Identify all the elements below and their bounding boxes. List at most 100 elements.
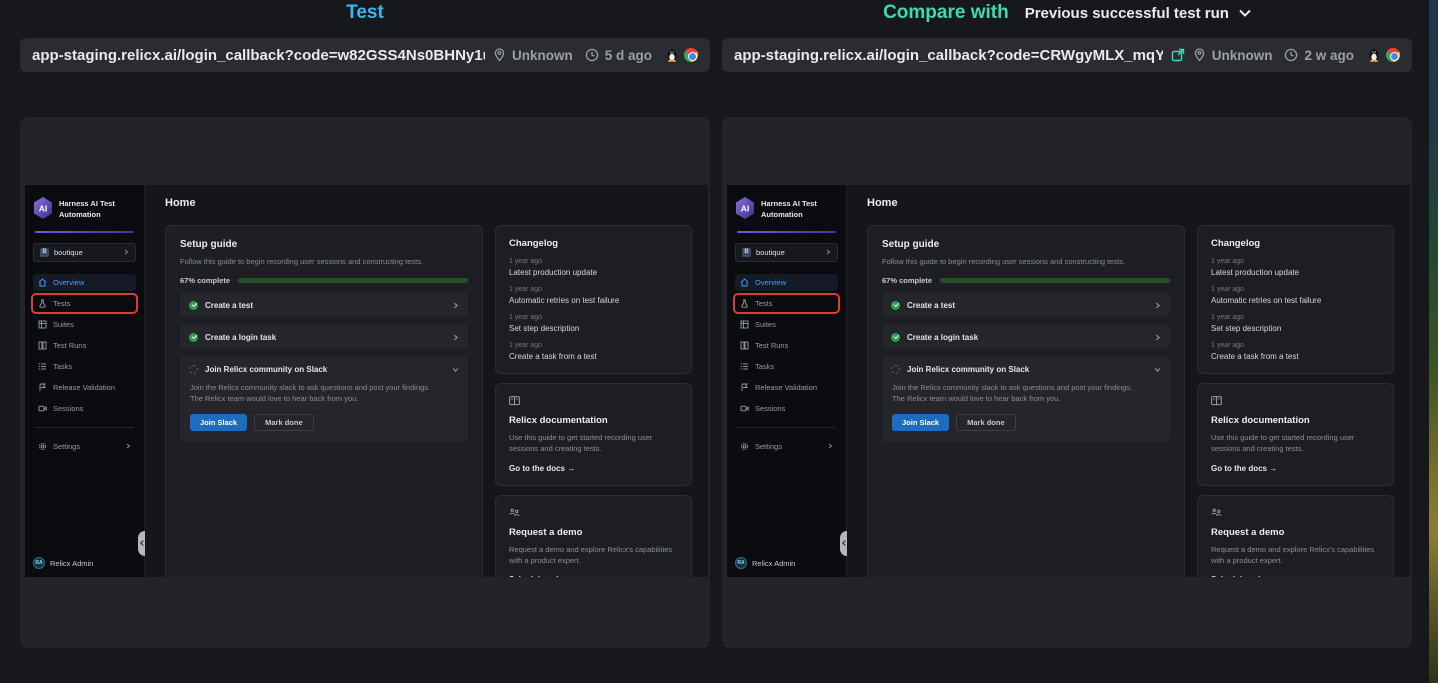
step-label: Create a test — [907, 300, 956, 310]
sidebar-item-settings[interactable]: Settings — [735, 438, 838, 455]
setup-guide-card: Setup guide Follow this guide to begin r… — [867, 225, 1185, 577]
location-label: Unknown — [1211, 47, 1273, 63]
harness-logo-icon: AI — [33, 197, 53, 219]
setup-progress: 67% complete — [180, 276, 468, 285]
setup-step-create-test[interactable]: Create a test — [882, 293, 1170, 317]
step-label: Join Relicx community on Slack — [907, 364, 1030, 374]
grid-icon — [38, 320, 47, 329]
progress-label: 67% complete — [882, 276, 933, 285]
sidebar-collapse-handle[interactable] — [138, 531, 145, 556]
sidebar-item-label: Overview — [53, 277, 85, 287]
grid-icon — [740, 320, 749, 329]
sidebar-item-tasks[interactable]: Tasks — [735, 358, 838, 375]
user-name: Relicx Admin — [752, 558, 796, 568]
page-title: Home — [867, 197, 898, 209]
sidebar: AI Harness AI Test Automation B boutique — [727, 185, 847, 577]
sidebar-item-label: Overview — [755, 277, 787, 287]
url-text: app-staging.relicx.ai/login_callback?cod… — [32, 46, 485, 64]
changelog-entry: Automatic retries on test failure — [1211, 296, 1322, 305]
sidebar-item-test-runs[interactable]: Test Runs — [735, 337, 838, 354]
brand: AI Harness AI Test Automation — [33, 197, 136, 221]
sidebar-item-label: Release Validation — [755, 382, 817, 392]
sidebar-item-overview[interactable]: Overview — [33, 273, 136, 291]
chevron-right-icon — [825, 249, 831, 255]
flask-icon — [740, 299, 749, 308]
sidebar-item-suites[interactable]: Suites — [33, 316, 136, 333]
schedule-demo-link[interactable]: Schedule a demo → — [1211, 575, 1380, 577]
location-label: Unknown — [511, 47, 573, 63]
go-to-docs-link[interactable]: Go to the docs → — [1211, 463, 1278, 473]
join-slack-button[interactable]: Join Slack — [190, 413, 248, 431]
video-icon — [38, 404, 47, 413]
chevron-right-icon — [452, 334, 459, 341]
changelog-entry: Set step description — [1211, 324, 1282, 333]
sidebar-item-test-runs[interactable]: Test Runs — [33, 337, 136, 354]
sidebar-item-release-validation[interactable]: Release Validation — [735, 379, 838, 396]
columns-icon — [38, 341, 47, 350]
url-text: app-staging.relicx.ai/login_callback?cod… — [734, 46, 1163, 64]
sidebar-divider — [737, 230, 836, 233]
mark-done-button[interactable]: Mark done — [956, 413, 1016, 431]
documentation-description: Use this guide to get started recording … — [509, 433, 653, 454]
request-demo-description: Request a demo and explore Relicx's capa… — [1211, 544, 1375, 565]
changelog-card: Changelog 1 year ago Latest production u… — [495, 225, 692, 374]
changelog-time: 1 year ago — [1211, 258, 1245, 265]
setup-step-join-slack[interactable]: Join Relicx community on Slack Join the … — [882, 357, 1170, 442]
project-name: boutique — [54, 247, 83, 257]
setup-step-create-login-task[interactable]: Create a login task — [180, 325, 468, 349]
nav-divider — [35, 426, 134, 428]
documentation-title: Relicx documentation — [509, 415, 608, 426]
book-icon — [509, 396, 520, 406]
changelog-entry: Create a task from a test — [509, 352, 597, 361]
sidebar-item-sessions[interactable]: Sessions — [33, 400, 136, 417]
people-icon — [1211, 508, 1222, 518]
sidebar-item-sessions[interactable]: Sessions — [735, 400, 838, 417]
user-menu[interactable]: RA Relicx Admin — [735, 557, 795, 569]
sidebar-item-tasks[interactable]: Tasks — [33, 358, 136, 375]
changelog-time: 1 year ago — [509, 342, 543, 349]
setup-step-create-test[interactable]: Create a test — [180, 293, 468, 317]
changelog-entry: Create a task from a test — [1211, 352, 1299, 361]
sidebar-item-suites[interactable]: Suites — [735, 316, 838, 333]
compare-screenshot-panel: AI Harness AI Test Automation B boutique — [722, 117, 1412, 648]
sidebar-item-label: Settings — [53, 441, 81, 451]
external-link-icon[interactable] — [1171, 48, 1185, 62]
sidebar-item-overview[interactable]: Overview — [735, 273, 838, 291]
step-description: Join the Relicx community slack to ask q… — [190, 383, 431, 404]
compare-run-value: Previous successful test run — [1024, 4, 1229, 22]
chevron-right-icon — [1154, 302, 1161, 309]
project-badge: B — [742, 247, 751, 257]
sidebar-collapse-handle[interactable] — [840, 531, 847, 556]
changelog-card: Changelog 1 year ago Latest production u… — [1197, 225, 1394, 374]
avatar: RA — [735, 557, 747, 569]
sidebar-item-label: Tasks — [755, 361, 775, 371]
linux-tux-icon — [1368, 48, 1380, 62]
chevron-right-icon — [125, 443, 131, 449]
changelog-entry: Latest production update — [509, 268, 598, 277]
unchecked-circle-icon — [891, 364, 900, 374]
sidebar-item-settings[interactable]: Settings — [33, 438, 136, 455]
project-selector[interactable]: B boutique — [735, 242, 838, 262]
schedule-demo-link[interactable]: Schedule a demo → — [509, 575, 678, 577]
project-selector[interactable]: B boutique — [33, 242, 136, 262]
sidebar-item-tests[interactable]: Tests — [31, 292, 138, 314]
sidebar-item-release-validation[interactable]: Release Validation — [33, 379, 136, 396]
step-label: Create a test — [205, 300, 254, 310]
setup-step-create-login-task[interactable]: Create a login task — [882, 325, 1170, 349]
mark-done-button[interactable]: Mark done — [254, 413, 314, 431]
changelog-time: 1 year ago — [1211, 314, 1245, 321]
check-icon — [189, 332, 198, 342]
compare-run-dropdown[interactable]: Previous successful test run — [1025, 5, 1251, 22]
sidebar-item-label: Tests — [755, 298, 773, 308]
page-title: Home — [165, 197, 196, 209]
user-menu[interactable]: RA Relicx Admin — [33, 557, 93, 569]
list-icon — [740, 362, 749, 371]
setup-step-join-slack[interactable]: Join Relicx community on Slack Join the … — [180, 357, 468, 442]
sidebar-item-tests[interactable]: Tests — [733, 292, 840, 314]
join-slack-button[interactable]: Join Slack — [892, 413, 950, 431]
user-name: Relicx Admin — [50, 558, 94, 568]
setup-guide-description: Follow this guide to begin recording use… — [180, 257, 424, 266]
chevron-down-icon — [1154, 366, 1161, 373]
columns-icon — [740, 341, 749, 350]
go-to-docs-link[interactable]: Go to the docs → — [509, 463, 576, 473]
